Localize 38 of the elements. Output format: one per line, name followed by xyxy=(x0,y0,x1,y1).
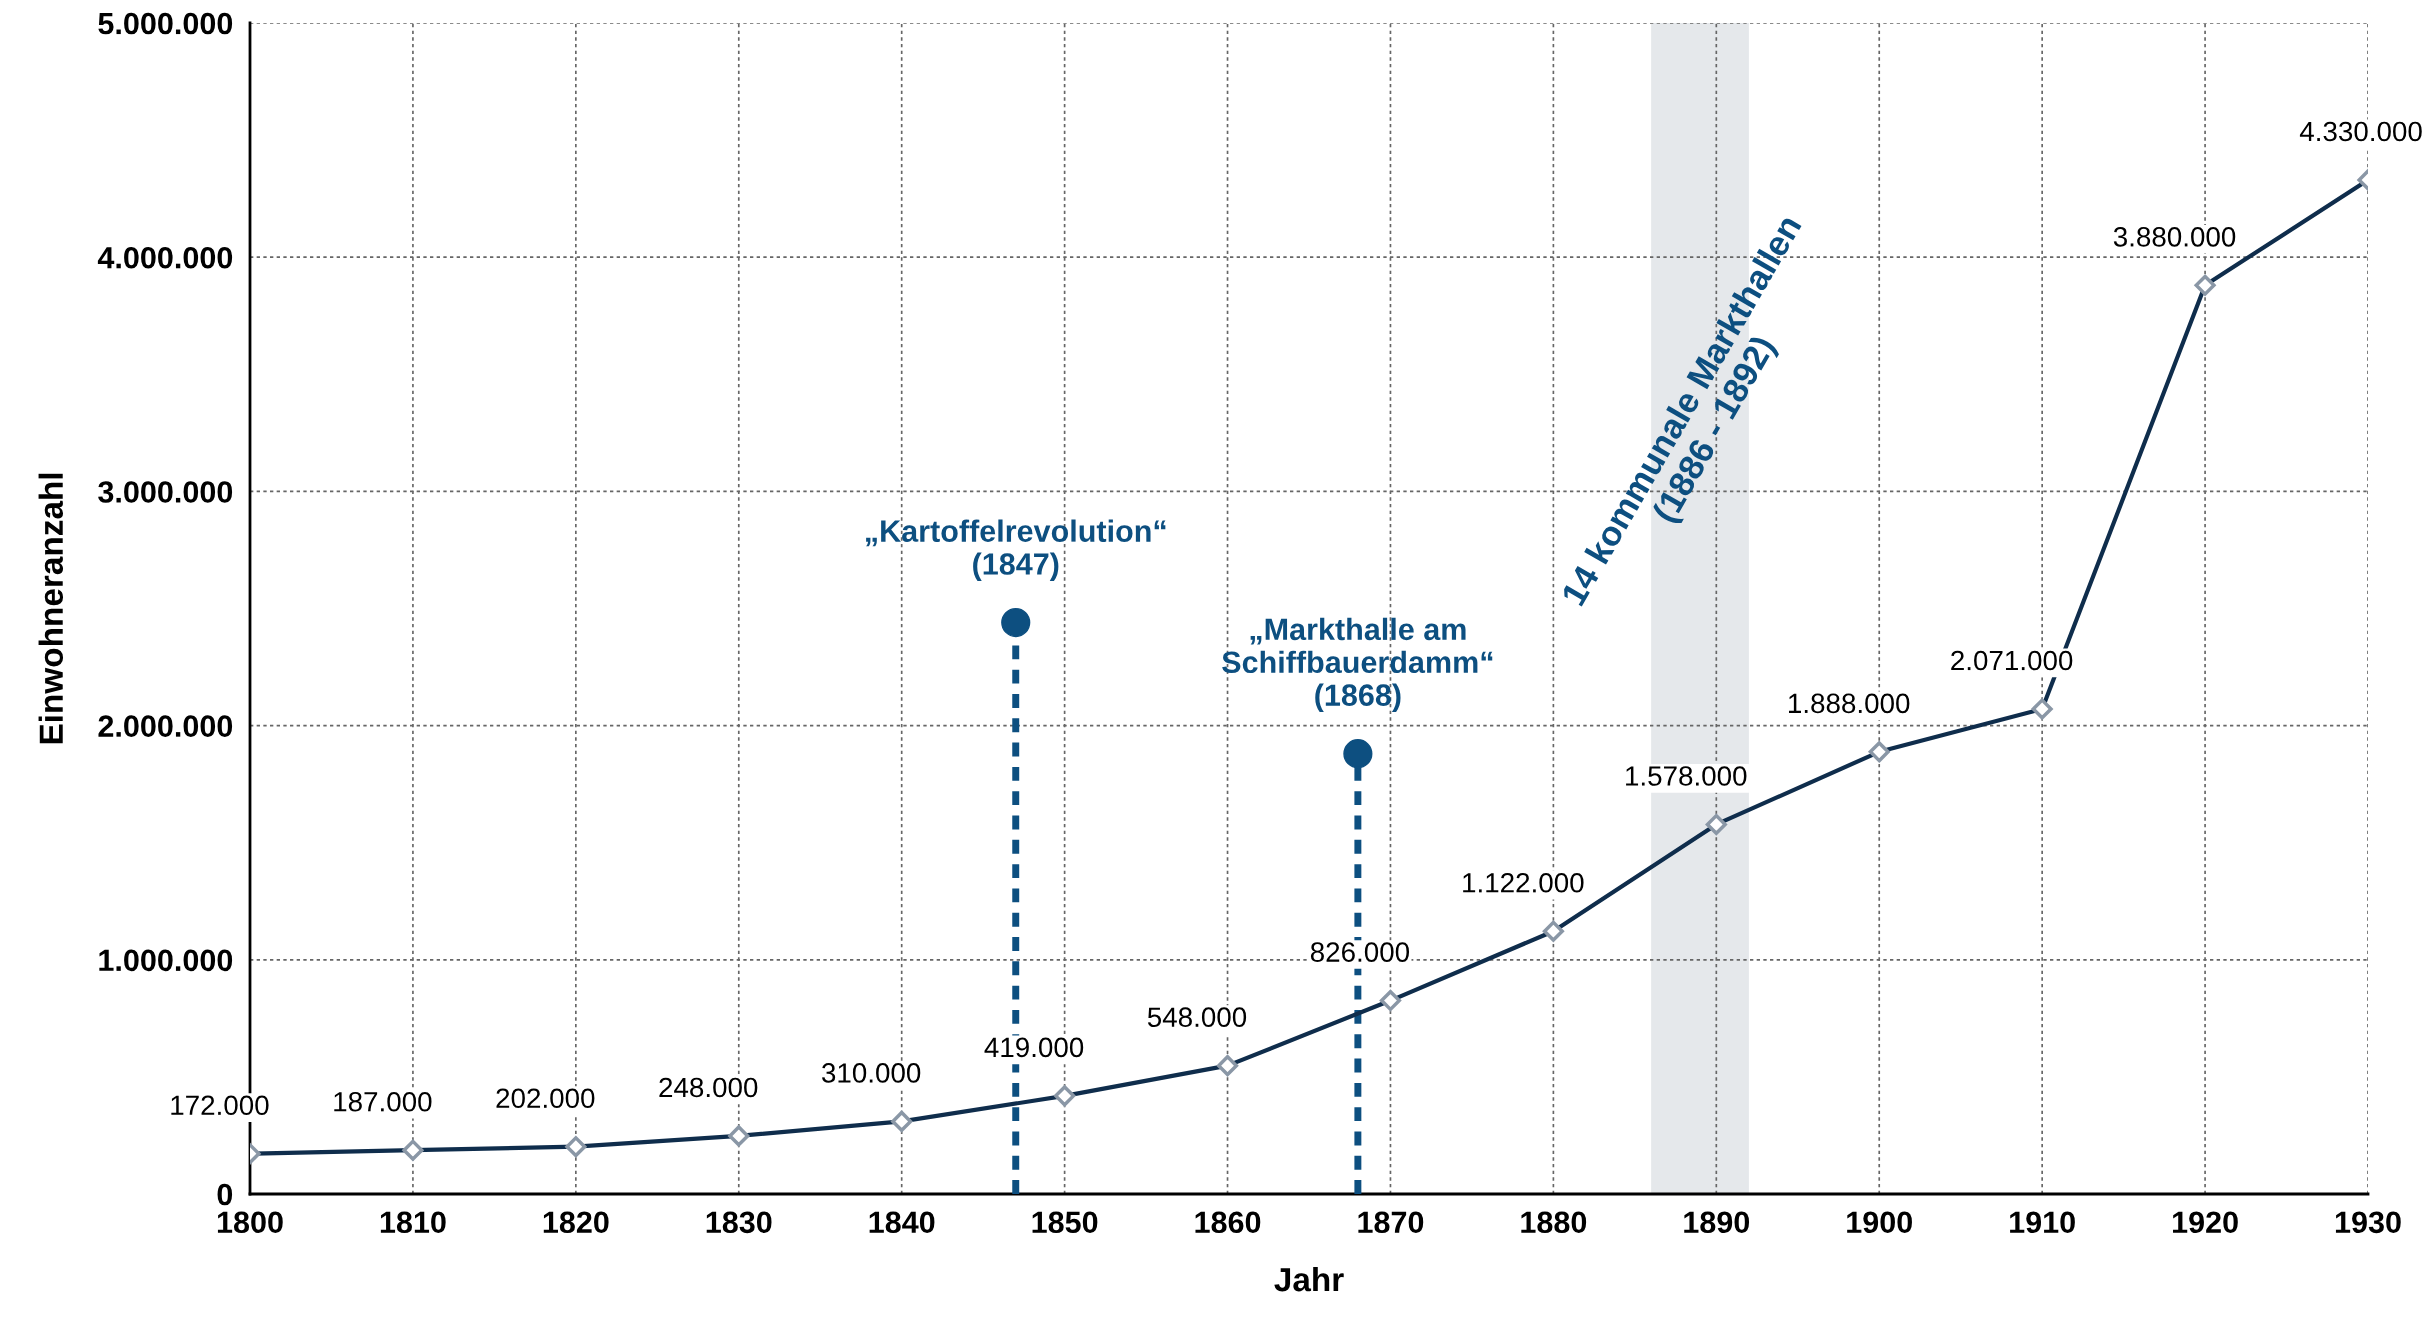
data-label: 248.000 xyxy=(659,1077,758,1098)
x-tick-label: 1890 xyxy=(1684,1211,1750,1234)
annotation: „Kartoffelrevolution“ (1847) xyxy=(866,519,1166,581)
data-label: 1.122.000 xyxy=(1463,872,1584,893)
x-tick-label: 1860 xyxy=(1195,1211,1261,1234)
data-label: 3.880.000 xyxy=(2113,227,2236,247)
y-tick-label: 4.000.000 xyxy=(97,246,233,269)
data-label: 826.000 xyxy=(1310,942,1410,962)
x-tick-label: 1840 xyxy=(869,1211,935,1234)
x-tick-label: 1870 xyxy=(1358,1211,1424,1234)
x-tick-label: 1830 xyxy=(706,1211,772,1234)
x-tick-label: 1920 xyxy=(2173,1211,2238,1234)
data-label: 419.000 xyxy=(984,1037,1084,1058)
annotation: „Markthalle am Schiffbauerdamm“ (1868) xyxy=(1222,617,1493,713)
y-tick-label: 5.000.000 xyxy=(98,12,233,35)
x-axis-title: Jahr xyxy=(1274,1266,1344,1292)
x-tick-label: 1850 xyxy=(1032,1211,1098,1234)
y-axis-title: Einwohneranzahl xyxy=(38,473,64,744)
data-label: 1.888.000 xyxy=(1789,693,1910,714)
y-tick-label: 3.000.000 xyxy=(98,481,233,503)
data-label: 4.330.000 xyxy=(2299,121,2422,142)
data-label: 202.000 xyxy=(496,1088,595,1109)
x-tick-label: 1900 xyxy=(1847,1211,1912,1234)
data-label: 2.071.000 xyxy=(1951,650,2073,671)
data-label: 310.000 xyxy=(822,1063,921,1083)
y-tick-label: 2.000.000 xyxy=(98,715,233,737)
data-label: 187.000 xyxy=(334,1091,432,1112)
y-tick-label: 1.000.000 xyxy=(99,949,233,972)
y-tick-label: 0 xyxy=(217,1183,233,1206)
x-tick-label: 1800 xyxy=(217,1211,283,1234)
x-tick-label: 1810 xyxy=(380,1211,446,1234)
data-label: 1.578.000 xyxy=(1626,766,1747,786)
x-tick-label: 1820 xyxy=(543,1211,609,1234)
data-label: 548.000 xyxy=(1147,1007,1247,1028)
x-tick-label: 1880 xyxy=(1521,1211,1587,1234)
data-label: 172.000 xyxy=(171,1095,269,1116)
x-tick-label: 1910 xyxy=(2010,1211,2075,1234)
x-tick-label: 1930 xyxy=(2335,1211,2401,1234)
